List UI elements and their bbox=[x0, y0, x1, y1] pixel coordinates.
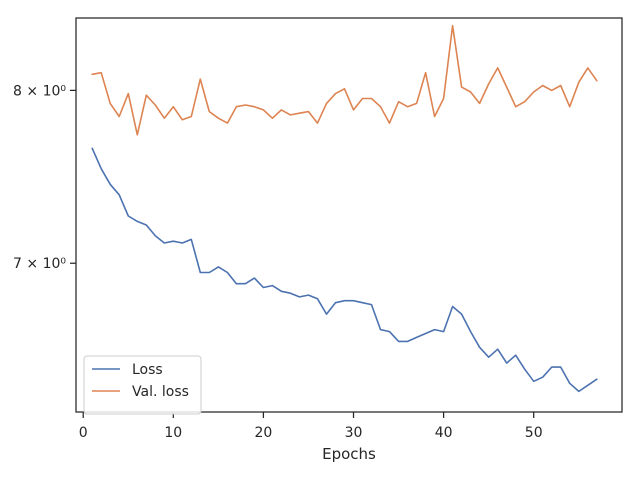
x-tick-label: 40 bbox=[435, 425, 453, 441]
x-axis: 0 10 20 30 40 50 bbox=[79, 412, 543, 441]
series-layer bbox=[91, 24, 598, 393]
legend-label: Loss bbox=[132, 362, 163, 378]
legend: Loss Val. loss bbox=[83, 355, 202, 415]
plot-frame bbox=[75, 17, 623, 413]
x-tick-label: 0 bbox=[79, 425, 88, 441]
y-tick-label: 7 × 10⁰ bbox=[13, 256, 66, 272]
x-tick-label: 50 bbox=[525, 425, 543, 441]
x-axis-title: Epochs bbox=[322, 445, 376, 463]
x-tick-label: 20 bbox=[254, 425, 272, 441]
series-line-val-loss bbox=[91, 24, 598, 136]
x-tick-label: 10 bbox=[164, 425, 182, 441]
legend-label: Val. loss bbox=[132, 384, 189, 400]
y-axis: 7 × 10⁰ 8 × 10⁰ bbox=[13, 83, 76, 272]
series-line-loss bbox=[91, 147, 598, 393]
x-tick-label: 30 bbox=[345, 425, 363, 441]
y-tick-label: 8 × 10⁰ bbox=[13, 83, 66, 99]
plot-area bbox=[75, 17, 623, 413]
legend-box bbox=[83, 355, 202, 415]
